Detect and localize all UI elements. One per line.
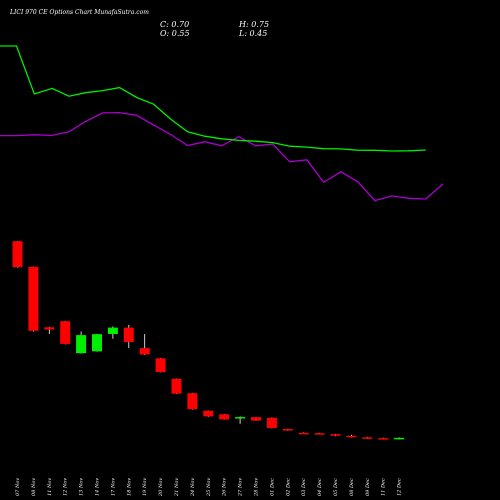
x-tick-label: 04 Dec <box>317 478 323 496</box>
chart-title: LICI 970 CE Options Chart MunafaSutra.co… <box>10 9 149 16</box>
open-value: O: 0.55 <box>160 29 190 38</box>
candle <box>44 326 55 334</box>
x-tick-label: 12 Nov <box>63 478 69 496</box>
x-tick-label: 26 Nov <box>222 478 228 497</box>
candle <box>171 378 182 394</box>
candle-body-down <box>203 410 214 417</box>
candle <box>155 358 166 373</box>
x-tick-label: 07 Nov <box>15 478 21 496</box>
candle-body-down <box>187 393 198 410</box>
x-tick-label: 11 Nov <box>47 478 53 496</box>
candle-body-down <box>282 429 293 431</box>
x-tick-label: 01 Dec <box>269 478 275 496</box>
ma-line-purple <box>0 111 444 202</box>
candle <box>139 334 150 355</box>
moving-averages <box>0 45 444 202</box>
candle <box>394 437 405 440</box>
x-tick-label: 08 Nov <box>31 478 37 496</box>
candle <box>266 417 277 429</box>
candle <box>378 437 389 440</box>
candle <box>235 416 246 424</box>
candle-body-up <box>394 437 405 440</box>
x-tick-label: 25 Nov <box>206 478 212 497</box>
x-tick-label: 18 Nov <box>126 478 132 496</box>
x-tick-label: 17 Nov <box>110 478 116 496</box>
candle-body-down <box>171 378 182 394</box>
candle <box>362 436 373 439</box>
high-value: H: 0.75 <box>239 20 270 29</box>
x-tick-label: 14 Nov <box>95 478 101 496</box>
candle <box>76 331 87 354</box>
x-tick-labels: 07 Nov 08 Nov 11 Nov 12 Nov 13 Nov 14 Nov 17 N… <box>15 478 403 497</box>
candle <box>330 433 341 437</box>
candle-body-down <box>123 327 134 342</box>
x-tick-label: 28 Nov <box>254 478 260 497</box>
x-tick-label: 03 Dec <box>301 478 307 496</box>
x-tick-label: 02 Dec <box>285 478 291 496</box>
close-value: C: 0.70 <box>160 20 190 29</box>
ma-line-green <box>0 45 426 152</box>
candle <box>60 320 71 345</box>
candle-body-down <box>44 327 55 330</box>
x-tick-label: 27 Nov <box>238 478 244 497</box>
x-tick-label: 08 Dec <box>349 478 355 496</box>
x-tick-label: 19 Nov <box>142 478 148 496</box>
candle <box>123 324 134 349</box>
x-tick-label: 12 Dec <box>397 478 403 496</box>
candle-body-down <box>362 437 373 439</box>
candle-body-up <box>92 334 102 352</box>
candle-body-up <box>76 335 87 354</box>
candle-body-down <box>330 434 341 436</box>
candle-body-down <box>266 417 277 429</box>
candle <box>314 432 325 435</box>
x-tick-label: 05 Dec <box>333 478 339 496</box>
candle <box>28 266 39 332</box>
candle <box>107 326 118 339</box>
low-value: L: 0.45 <box>239 29 268 38</box>
candle-body-up <box>235 417 246 419</box>
candle <box>219 414 230 420</box>
candle-body-up <box>107 327 118 334</box>
x-tick-label: 13 Nov <box>79 478 85 496</box>
candle-body-down <box>12 241 23 268</box>
candle-body-down <box>155 358 166 373</box>
candle-body-down <box>28 266 39 331</box>
candle <box>203 410 214 417</box>
candle-body-down <box>60 321 71 344</box>
x-tick-label: 24 Nov <box>190 478 196 497</box>
candle <box>346 434 357 438</box>
x-tick-label: 09 Dec <box>365 478 371 496</box>
x-tick-label: 21 Nov <box>174 478 180 497</box>
candle <box>251 416 261 422</box>
candle <box>12 240 23 268</box>
candles <box>12 240 405 440</box>
candle-body-down <box>378 438 389 440</box>
candle <box>298 432 309 435</box>
x-tick-label: 20 Nov <box>158 478 164 497</box>
candle-body-down <box>298 432 309 435</box>
candle-body-down <box>346 435 357 438</box>
candle-body-down <box>139 348 150 355</box>
candle-body-down <box>219 414 230 420</box>
candle-body-down <box>251 417 261 421</box>
x-tick-label: 11 Dec <box>381 478 387 496</box>
candle-body-down <box>314 433 325 435</box>
candle <box>92 334 102 352</box>
candle <box>187 392 198 410</box>
candle <box>282 428 293 431</box>
